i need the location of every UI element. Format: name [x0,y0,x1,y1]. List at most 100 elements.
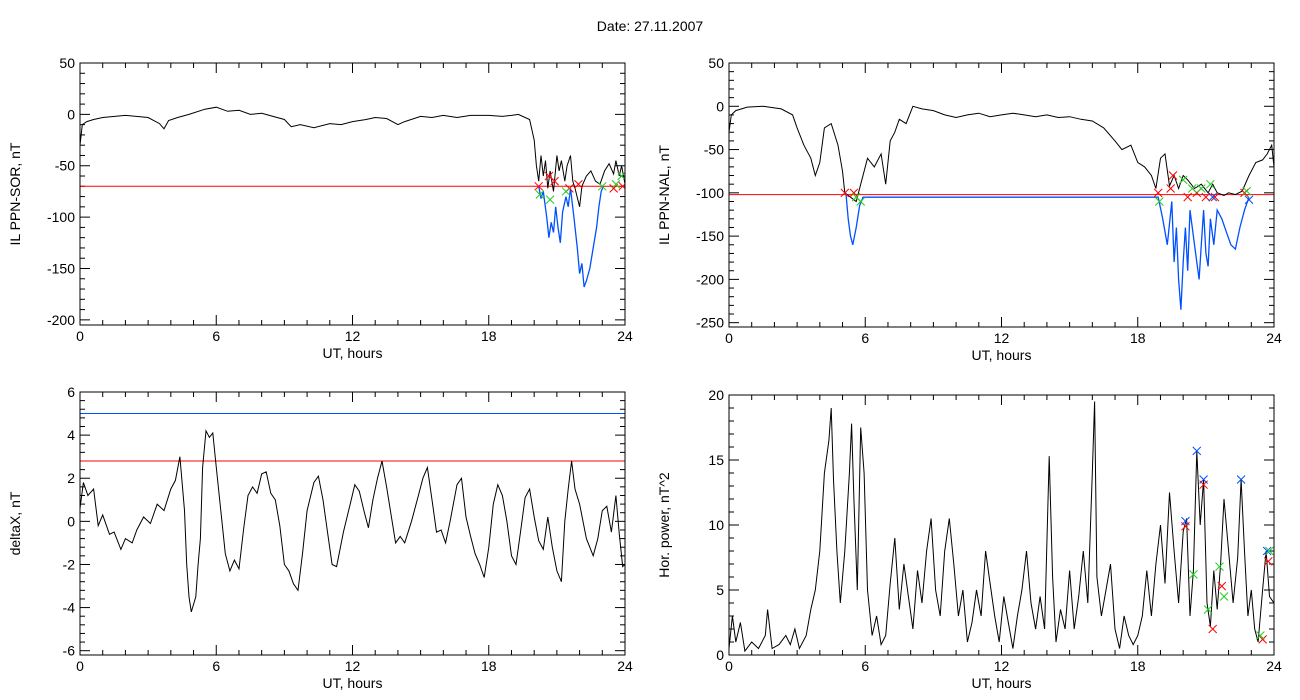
y-tick-label: -200 [696,271,724,287]
y-axis-label: deltaX, nT [7,491,23,555]
series-line [80,106,625,207]
x-tick-label: 12 [994,658,1010,674]
x-marker [1263,557,1273,566]
y-tick-label: 0 [716,647,724,663]
y-tick-label: -150 [696,228,724,244]
x-marker [1187,184,1197,193]
plot-area [80,106,625,288]
x-marker [1258,635,1267,644]
x-tick-label: 24 [1266,658,1282,674]
plot-frame [79,391,626,656]
x-axis-label: UT, hours [972,347,1032,363]
x-marker [1183,192,1193,202]
y-tick-label: -250 [696,315,724,331]
x-marker [1196,184,1206,193]
y-axis-label: IL PPN-NAL, nT [656,145,672,245]
x-marker [618,181,625,191]
chart-panel-hor-power: 0 6 12 18 24 0 5 10 15 20 UT, hours Hor. power, nT^… [656,387,1282,691]
x-marker [1217,581,1227,591]
x-tick-label: 24 [1266,330,1282,346]
x-marker [1215,562,1224,571]
x-marker [1168,171,1178,180]
x-marker [597,181,607,191]
x-marker [1201,192,1211,202]
x-marker [1265,546,1274,556]
x-marker [849,188,859,198]
x-marker [1208,624,1218,634]
series-line [845,192,1250,310]
x-marker [1154,197,1164,206]
x-tick-label: 12 [345,328,361,344]
x-tick-label: 18 [1130,658,1146,674]
y-tick-label: -100 [47,209,75,225]
x-marker [1236,475,1246,484]
x-tick-label: 18 [481,658,497,674]
x-marker [550,176,559,186]
x-marker [1181,521,1190,531]
x-axis-label: UT, hours [972,675,1032,691]
x-marker [1219,592,1229,601]
x-marker [1262,546,1272,556]
y-tick-label: 2 [67,470,75,486]
y-tick-label: -50 [55,158,75,174]
plot-frame [79,62,626,326]
x-axis-label: UT, hours [323,675,383,691]
x-tick-label: 6 [212,658,220,674]
x-marker [535,190,545,199]
y-tick-label: 0 [67,106,75,122]
x-tick-label: 6 [861,658,869,674]
x-marker [1203,605,1213,614]
y-tick-label: -200 [47,312,75,328]
x-marker [1208,192,1218,202]
plot-area [80,413,625,613]
x-marker [1256,631,1265,640]
x-marker [1206,179,1215,189]
x-marker [1153,188,1163,198]
y-tick-label: 0 [67,513,75,529]
x-tick-label: 0 [725,330,733,346]
x-tick-label: 18 [481,328,497,344]
y-tick-label: 6 [67,384,75,400]
plot-area [729,105,1274,310]
x-marker [1210,192,1220,202]
x-tick-label: 12 [994,330,1010,346]
chart-panel-il-ppn-nal: 0 6 12 18 24 -250 -200 -150 -100 -50 0 50 UT, hours I… [656,55,1282,363]
y-tick-label: 15 [708,452,724,468]
series-line [80,429,625,613]
plot-frame [728,394,1275,656]
series-line [538,186,604,288]
x-marker [561,187,571,196]
series-line [729,401,1274,653]
x-marker [545,195,555,205]
y-tick-label: 50 [59,55,75,71]
y-axis-label: Hor. power, nT^2 [656,472,672,578]
plot-frame [728,62,1275,328]
y-axis-label: IL PPN-SOR, nT [7,142,23,245]
y-tick-label: -2 [63,556,76,572]
x-tick-label: 24 [617,658,633,674]
x-tick-label: 0 [76,658,84,674]
x-marker [1242,186,1252,196]
y-tick-label: 0 [716,98,724,114]
x-marker [840,188,850,198]
x-marker [574,179,583,189]
x-marker [611,179,621,189]
x-tick-label: 24 [617,328,633,344]
x-marker [1244,195,1254,205]
y-tick-label: -100 [696,185,724,201]
x-marker [609,183,618,193]
x-tick-label: 12 [345,658,361,674]
y-tick-label: -4 [63,600,76,616]
y-tick-label: 10 [708,517,724,533]
x-marker [856,197,866,206]
y-tick-label: 4 [67,427,75,443]
y-tick-label: 20 [708,387,724,403]
page-title: Date: 27.11.2007 [596,18,704,34]
x-tick-label: 6 [861,330,869,346]
x-marker [1192,446,1202,456]
chart-panel-il-ppn-sor: 0 6 12 18 24 -200 -150 -100 -50 0 50 UT, hours IL PP… [7,55,633,361]
x-marker [1189,570,1198,579]
y-tick-label: -6 [63,643,76,659]
